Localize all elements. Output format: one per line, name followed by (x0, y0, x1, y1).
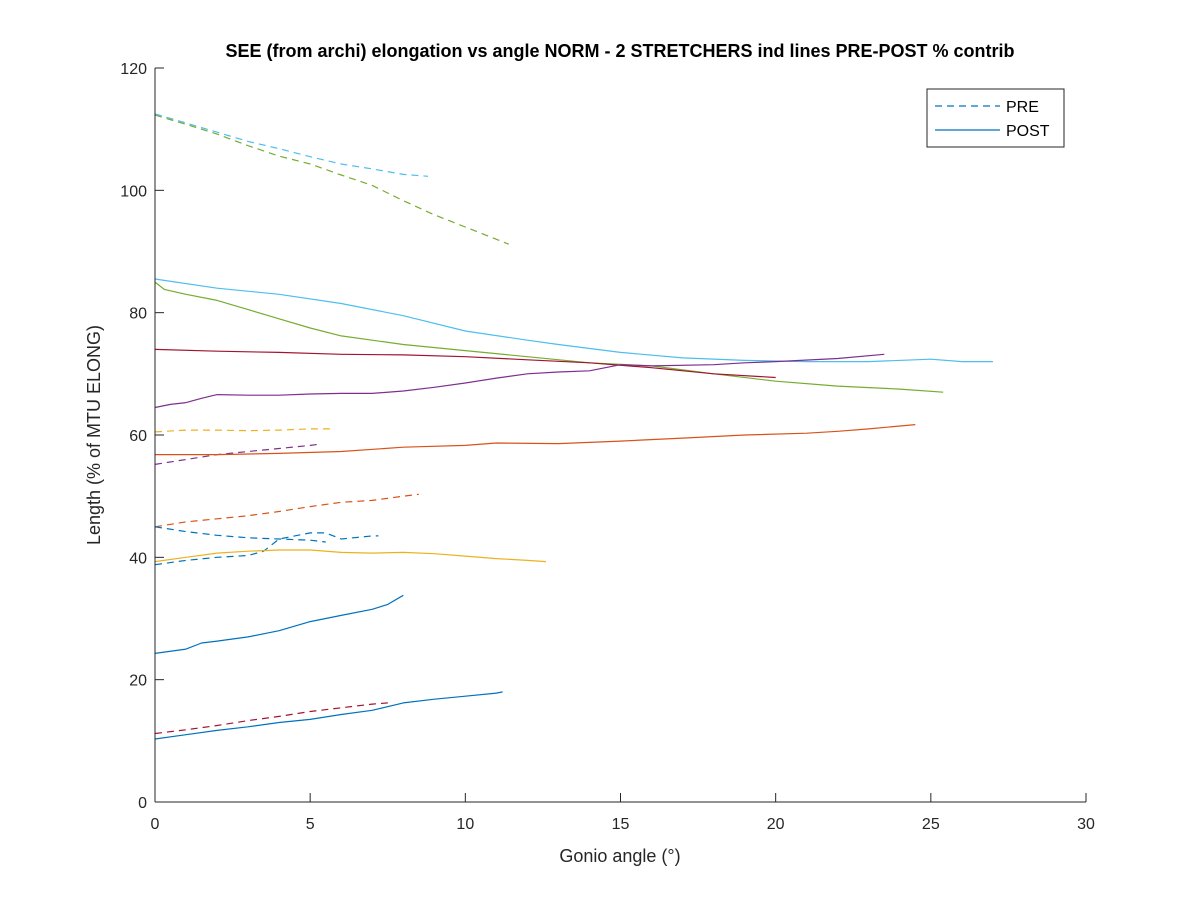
series-line-post-15 (154, 691, 503, 740)
x-tick-label: 30 (1077, 816, 1095, 833)
series-line-pre-6 (154, 532, 379, 566)
legend-box (926, 88, 1065, 148)
series-line-pre-0 (154, 113, 429, 177)
x-tick-label: 25 (922, 816, 940, 833)
series-line-post-9 (154, 281, 944, 393)
series-line-post-13 (154, 549, 547, 563)
y-tick-label: 20 (129, 673, 147, 690)
x-tick-label: 15 (612, 816, 630, 833)
series-line-post-14 (154, 594, 404, 654)
legend-post-label: POST (1006, 123, 1050, 140)
series-line-post-10 (154, 348, 776, 379)
y-ticks: 0 20 40 60 80 100 120 (120, 61, 164, 812)
series-line-pre-3 (154, 443, 320, 465)
y-tick-label: 40 (129, 550, 147, 567)
series-line-pre-1 (154, 114, 510, 245)
axes-background (155, 68, 1086, 802)
y-tick-label: 80 (129, 306, 147, 323)
legend-pre-label: PRE (1006, 99, 1039, 116)
y-axis-label: Length (% of MTU ELONG) (84, 325, 104, 545)
series-line-post-12 (155, 424, 916, 456)
x-tick-label: 5 (306, 816, 315, 833)
y-tick-label: 0 (138, 795, 147, 812)
y-tick-label: 100 (120, 183, 147, 200)
chart-title: SEE (from archi) elongation vs angle NOR… (225, 41, 1014, 61)
x-ticks: 0 5 10 15 20 25 30 (151, 793, 1095, 833)
plot-area: 0 5 10 15 20 25 30 0 20 40 60 80 100 120 (120, 61, 1095, 833)
x-tick-label: 20 (767, 816, 785, 833)
series-layer (154, 113, 993, 740)
x-axis-label: Gonio angle (°) (559, 846, 680, 866)
series-line-pre-4 (154, 493, 419, 528)
x-tick-label: 0 (151, 816, 160, 833)
series-line-post-8 (154, 278, 993, 363)
y-tick-label: 60 (129, 428, 147, 445)
series-line-pre-7 (154, 702, 388, 735)
y-tick-label: 120 (120, 61, 147, 78)
x-tick-label: 10 (456, 816, 474, 833)
legend: PRE POST (926, 88, 1065, 148)
series-line-post-11 (154, 353, 885, 409)
